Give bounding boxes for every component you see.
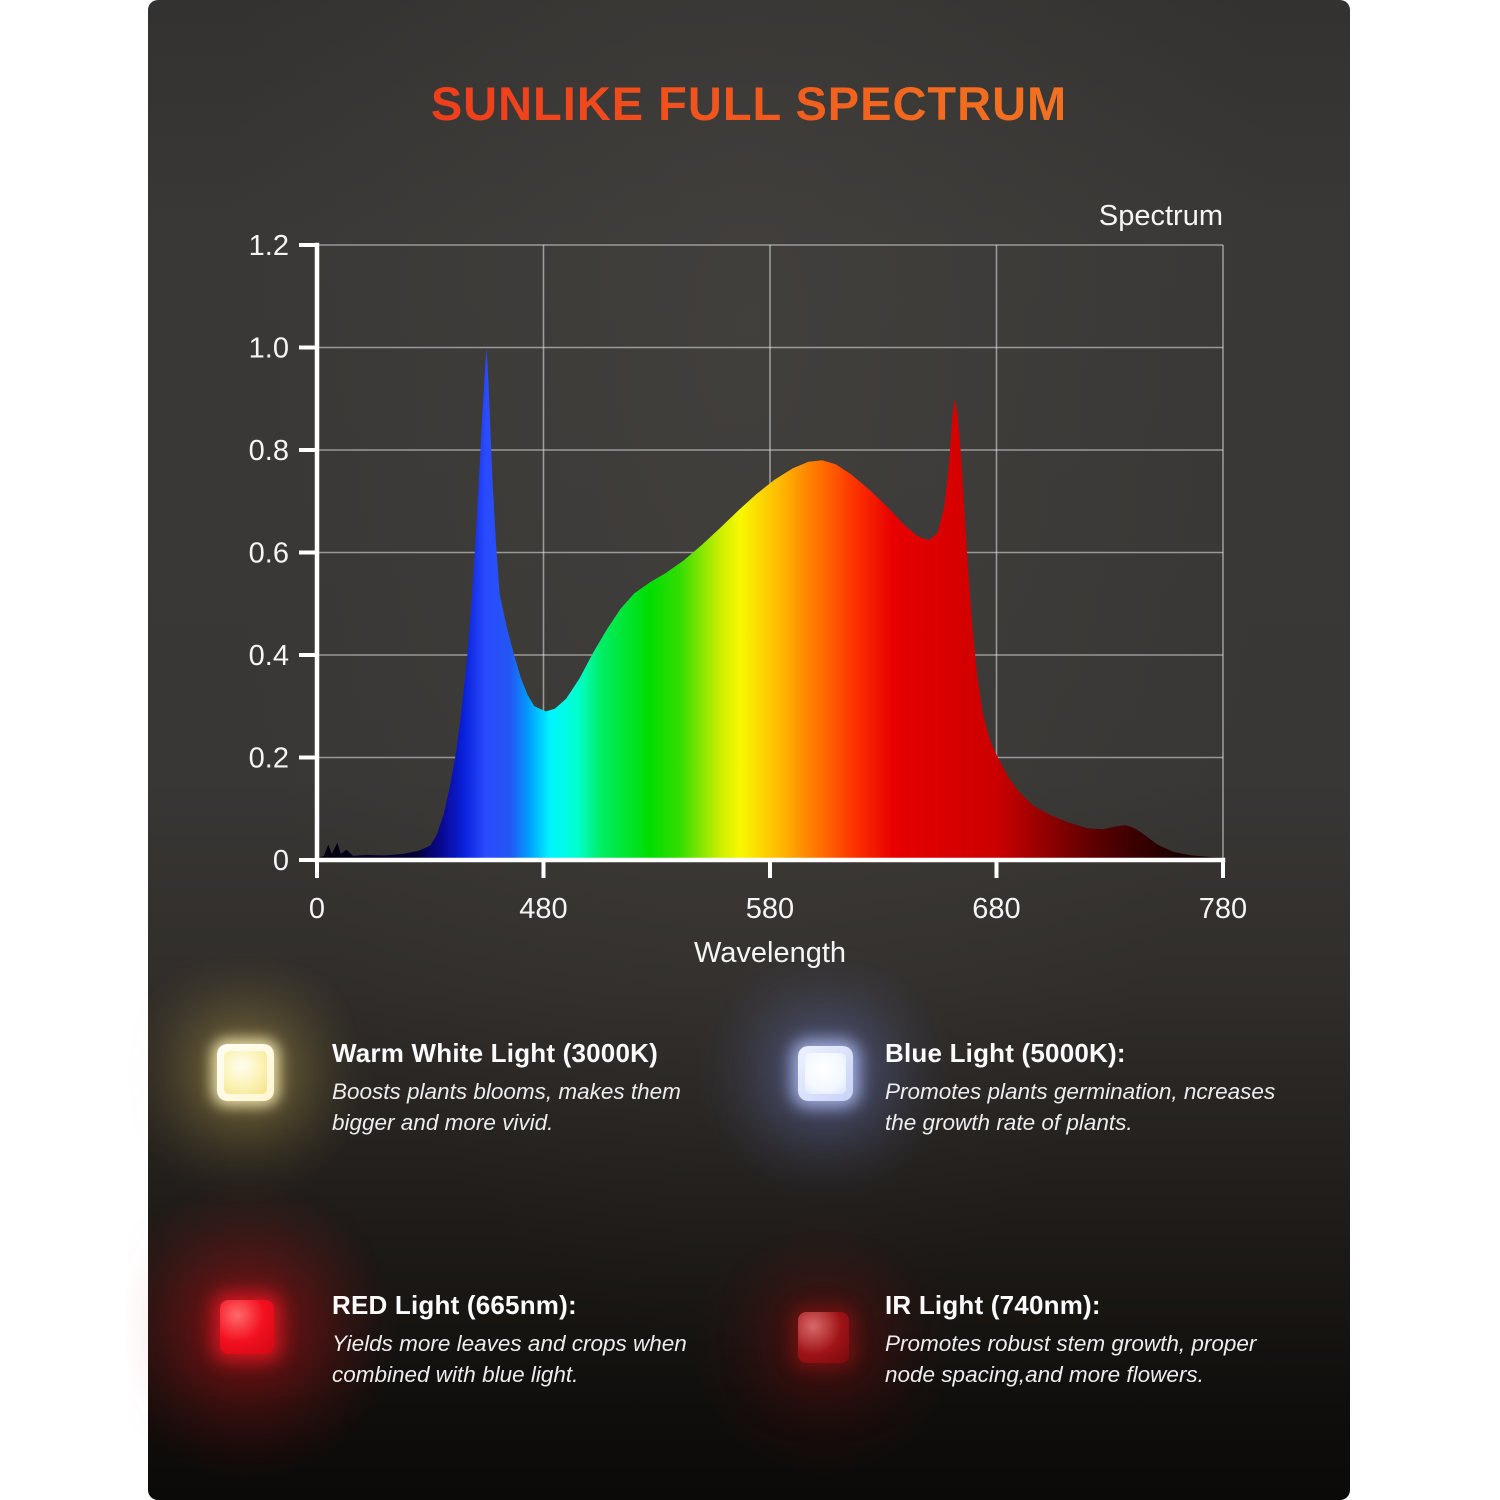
y-tick-label: 1.0 [249, 333, 289, 365]
legend-label: Spectrum [1099, 200, 1223, 232]
page-title: SUNLIKE FULL SPECTRUM [148, 76, 1350, 131]
feature-heading: Warm White Light (3000K) [332, 1038, 658, 1068]
feature-description: Yields more leaves and crops when combin… [332, 1331, 687, 1388]
blue-led-chip [805, 1053, 846, 1094]
x-tick-label: 480 [519, 893, 567, 925]
x-axis-title: Wavelength [694, 937, 846, 969]
blue-led-icon [798, 1046, 853, 1101]
feature-heading: RED Light (665nm): [332, 1290, 577, 1320]
spectrum-curve [317, 347, 1223, 860]
feature-heading: IR Light (740nm): [885, 1290, 1101, 1320]
feature-red-text: RED Light (665nm): Yields more leaves an… [332, 1290, 707, 1390]
x-tick-label: 0 [309, 893, 325, 925]
warm-white-led-chip [224, 1051, 267, 1094]
feature-heading: Blue Light (5000K): [885, 1038, 1126, 1068]
feature-description: Promotes plants germination, ncreases th… [885, 1079, 1276, 1136]
red-led-icon [220, 1300, 274, 1354]
tick-marks [299, 243, 1225, 878]
feature-blue-text: Blue Light (5000K): Promotes plants germ… [885, 1038, 1285, 1138]
feature-ir-text: IR Light (740nm): Promotes robust stem g… [885, 1290, 1285, 1390]
spectrum-chart: 0 0.2 0.4 0.6 0.8 1.0 1.2 0 480 580 680 780 Waveleng… [249, 200, 1248, 969]
axis-labels: 0 0.2 0.4 0.6 0.8 1.0 1.2 0 480 580 680 780 Waveleng… [249, 200, 1248, 969]
y-tick-label: 1.2 [249, 230, 289, 262]
y-tick-label: 0 [273, 845, 289, 877]
x-tick-label: 680 [972, 893, 1020, 925]
feature-warm-white-text: Warm White Light (3000K) Boosts plants b… [332, 1038, 697, 1138]
y-tick-label: 0.4 [249, 640, 289, 672]
ir-led-icon [798, 1312, 849, 1363]
warm-white-led-icon [217, 1044, 274, 1101]
y-tick-label: 0.2 [249, 743, 289, 775]
y-tick-label: 0.8 [249, 435, 289, 467]
x-tick-label: 780 [1199, 893, 1247, 925]
x-tick-label: 580 [746, 893, 794, 925]
feature-description: Promotes robust stem growth, proper node… [885, 1331, 1257, 1388]
feature-description: Boosts plants blooms, makes them bigger … [332, 1079, 681, 1136]
y-tick-label: 0.6 [249, 538, 289, 570]
spectrum-card: SUNLIKE FULL SPECTRUM 0 0.2 0.4 0.6 0.8 1.0 1.… [148, 0, 1350, 1500]
